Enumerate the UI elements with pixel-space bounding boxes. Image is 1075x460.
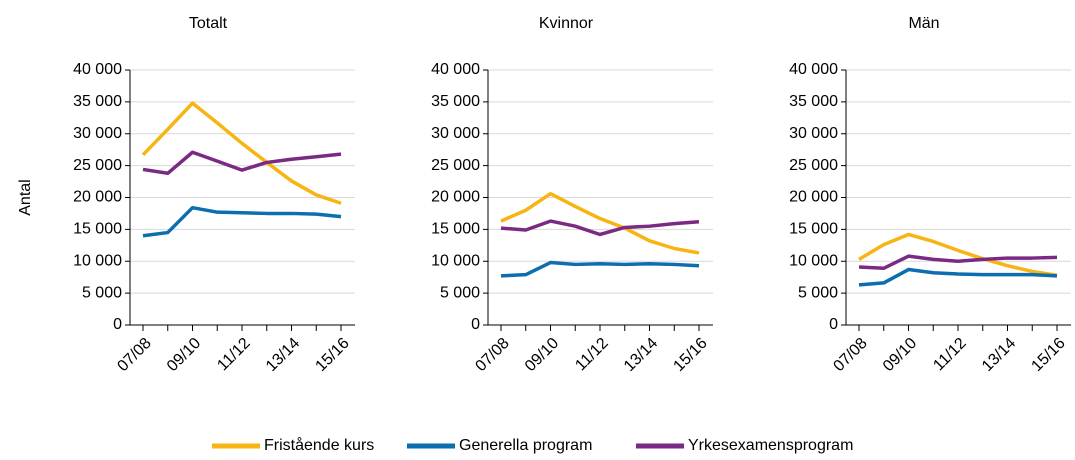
series-line (142, 150, 342, 176)
y-axis-label: Antal (17, 179, 34, 215)
y-tick-label: 5 000 (82, 284, 122, 301)
y-tick-label: 10 000 (431, 252, 480, 269)
chart-title: Totalt (189, 15, 228, 32)
legend-label: Yrkesexamensprogram (688, 437, 853, 454)
series-line (500, 219, 700, 237)
series-line (142, 205, 342, 238)
y-tick-label: 25 000 (73, 157, 122, 174)
y-tick-label: 15 000 (73, 221, 122, 238)
x-tick-label: 07/08 (472, 335, 512, 375)
y-tick-label: 20 000 (73, 189, 122, 206)
y-tick-label: 20 000 (789, 189, 838, 206)
y-tick-label: 30 000 (73, 125, 122, 142)
y-tick-label: 30 000 (789, 125, 838, 142)
y-tick-label: 0 (471, 316, 480, 333)
y-tick-label: 40 000 (73, 61, 122, 78)
y-tick-label: 40 000 (431, 61, 480, 78)
y-tick-label: 5 000 (798, 284, 838, 301)
legend-label: Fristående kurs (264, 436, 374, 454)
y-tick-label: 15 000 (431, 221, 480, 238)
legend-label: Generella program (459, 437, 592, 454)
y-tick-label: 0 (113, 316, 122, 333)
series-line (141, 101, 342, 205)
x-tick-label: 13/14 (979, 335, 1019, 375)
series-line (858, 267, 1058, 287)
x-tick-label: 09/10 (522, 335, 562, 375)
y-tick-label: 10 000 (789, 252, 838, 269)
chart-title: Kvinnor (539, 15, 594, 32)
x-tick-label: 11/12 (572, 335, 612, 375)
x-tick-label: 07/08 (114, 335, 154, 375)
chart-title: Män (908, 15, 939, 32)
x-tick-label: 13/14 (263, 335, 303, 375)
series-line (858, 254, 1058, 271)
y-tick-label: 25 000 (789, 157, 838, 174)
x-tick-label: 13/14 (621, 335, 661, 375)
y-tick-label: 10 000 (73, 252, 122, 269)
x-tick-label: 11/12 (930, 335, 970, 375)
y-tick-label: 30 000 (431, 125, 480, 142)
series-line (858, 232, 1058, 278)
y-tick-label: 5 000 (440, 284, 480, 301)
x-tick-label: 15/16 (312, 335, 352, 375)
x-tick-label: 09/10 (164, 335, 204, 375)
x-tick-label: 07/08 (830, 335, 870, 375)
x-tick-label: 09/10 (880, 335, 920, 375)
y-tick-label: 25 000 (431, 157, 480, 174)
y-tick-label: 40 000 (789, 61, 838, 78)
y-tick-label: 20 000 (431, 189, 480, 206)
y-tick-label: 0 (829, 316, 838, 333)
y-tick-label: 15 000 (789, 221, 838, 238)
series-line (500, 260, 700, 278)
y-tick-label: 35 000 (789, 93, 838, 110)
x-tick-label: 15/16 (1028, 335, 1068, 375)
series-line (500, 191, 700, 255)
x-tick-label: 11/12 (214, 335, 254, 375)
x-tick-label: 15/16 (670, 335, 710, 375)
y-tick-label: 35 000 (431, 93, 480, 110)
y-tick-label: 35 000 (73, 93, 122, 110)
